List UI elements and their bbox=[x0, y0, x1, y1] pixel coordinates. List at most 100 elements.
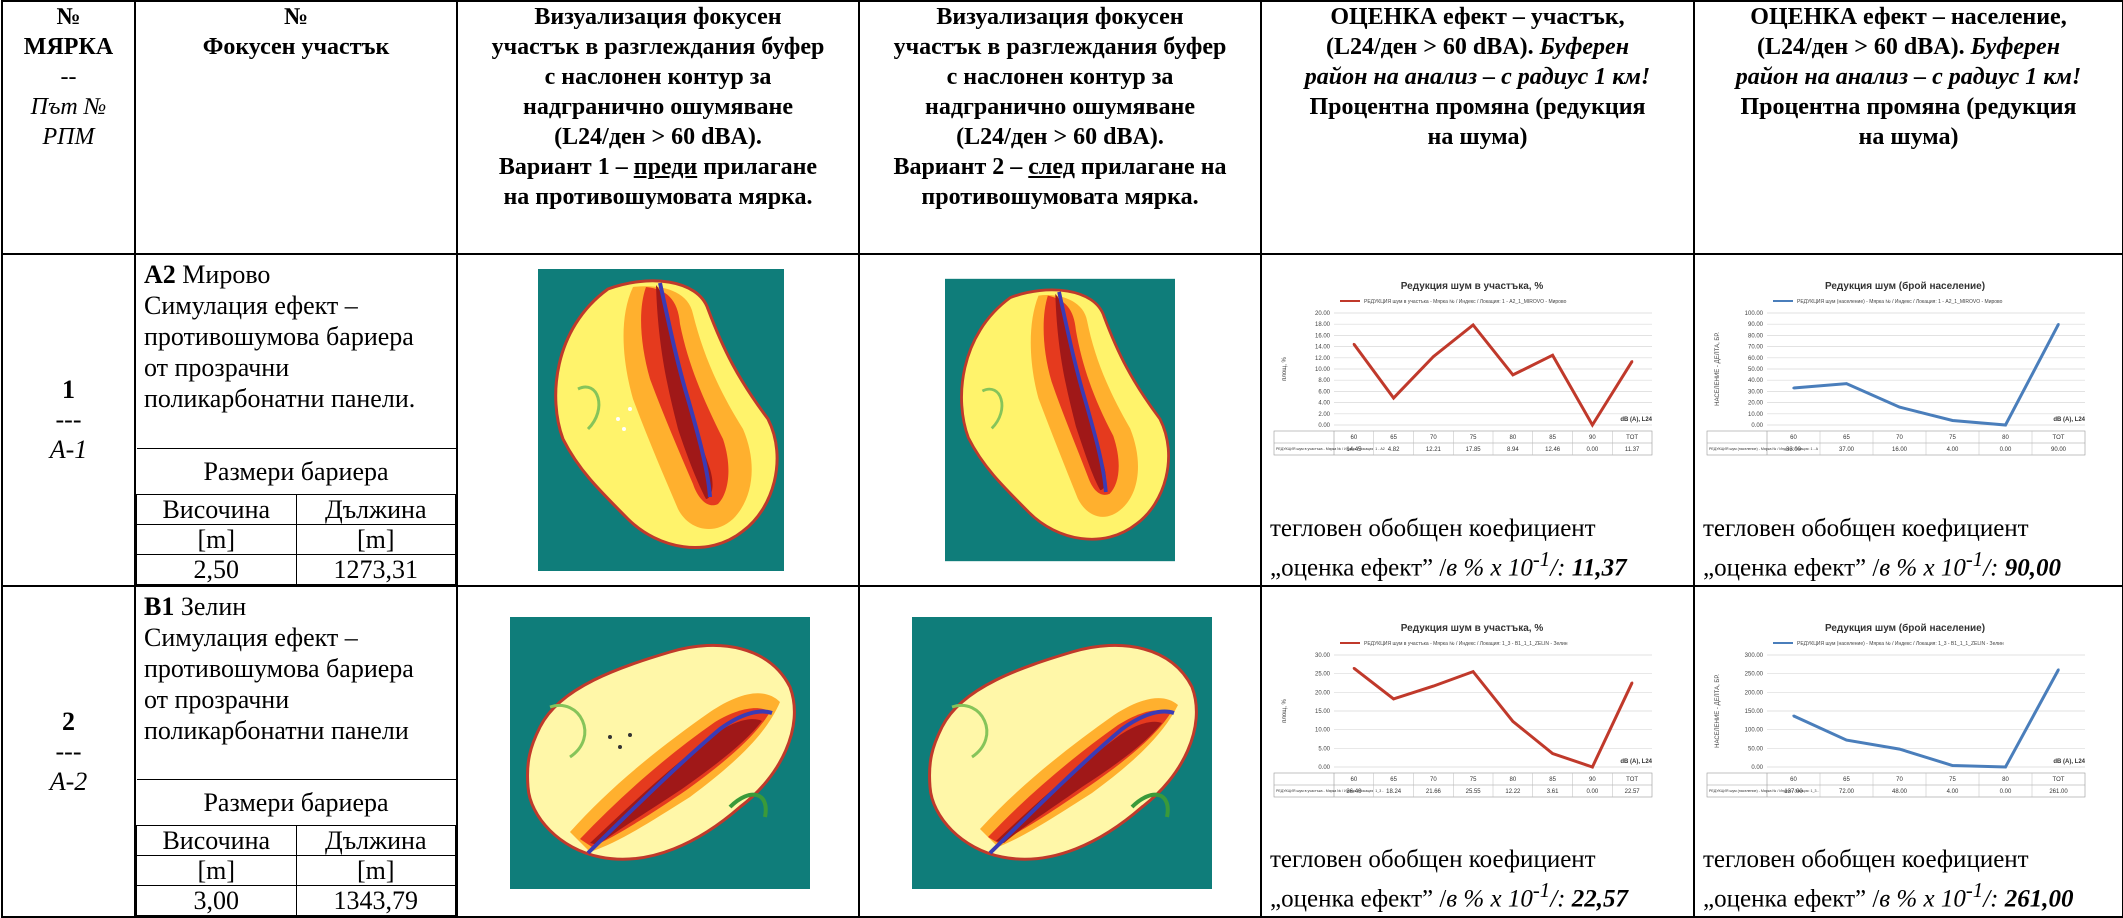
data-point bbox=[1591, 765, 1594, 769]
y-tick-label: 2.00 bbox=[1318, 412, 1330, 418]
x-axis-unit: dB (A), L24 bbox=[2053, 759, 2085, 765]
header-visualization-after: Визуализация фокусен участък в разглежда… bbox=[858, 0, 1262, 255]
y-axis-label: площ, % bbox=[1282, 356, 1288, 380]
x-tick-label: 60 bbox=[1351, 777, 1358, 783]
data-label: 90.00 bbox=[2051, 447, 2067, 453]
data-label: 14.45 bbox=[1346, 447, 1362, 453]
measure-id-cell: 1 --- А-1 bbox=[1, 253, 136, 587]
x-tick-label: 75 bbox=[1949, 435, 1956, 441]
effect-population-value: 90,00 bbox=[2004, 554, 2061, 581]
data-label: 4.00 bbox=[1947, 789, 1959, 795]
data-label: 22.57 bbox=[1625, 789, 1641, 795]
table-row: 2 --- А-2 В1 Зелин Симулация ефект – про… bbox=[1, 585, 2123, 918]
data-label: 21.66 bbox=[1426, 789, 1442, 795]
data-point bbox=[1845, 382, 1848, 385]
y-tick-label: 20.00 bbox=[1315, 690, 1331, 696]
x-tick-label: TOT bbox=[1626, 435, 1638, 441]
x-tick-label: 60 bbox=[1790, 777, 1797, 783]
barrier-length: 1343,79 bbox=[295, 885, 456, 916]
y-axis-label: НАСЕЛЕНИЕ - ДЕЛТА, БР. bbox=[1715, 332, 1721, 406]
data-label: 16.00 bbox=[1892, 447, 1908, 453]
data-point bbox=[1551, 752, 1554, 755]
series-line bbox=[1352, 667, 1634, 769]
legend-label: РЕДУКЦИЯ шум в участъка - Мярка № / Инде… bbox=[1364, 641, 1568, 647]
map-after-cell bbox=[858, 585, 1262, 918]
header-effect-area: ОЦЕНКА ефект – участък, (L24/ден > 60 dB… bbox=[1260, 0, 1695, 255]
data-label: 4.82 bbox=[1388, 447, 1400, 453]
data-point bbox=[1352, 667, 1356, 670]
y-tick-label: 0.00 bbox=[1318, 765, 1330, 771]
focus-section-cell: В1 Зелин Симулация ефект – противошумова… bbox=[134, 585, 458, 918]
data-label: 72.00 bbox=[1839, 789, 1855, 795]
x-axis-unit: dB (A), L24 bbox=[1620, 759, 1652, 765]
y-tick-label: 250.00 bbox=[1745, 672, 1764, 678]
y-tick-label: 5.00 bbox=[1318, 746, 1330, 752]
y-tick-label: 70.00 bbox=[1748, 345, 1764, 351]
y-tick-label: 14.00 bbox=[1315, 345, 1331, 351]
y-tick-label: 20.00 bbox=[1315, 311, 1331, 317]
data-label: 12.21 bbox=[1426, 447, 1442, 453]
series-line bbox=[1352, 322, 1634, 428]
x-tick-label: 70 bbox=[1430, 777, 1437, 783]
y-tick-label: 50.00 bbox=[1748, 367, 1764, 373]
noise-map-before bbox=[510, 617, 810, 889]
data-point bbox=[1471, 670, 1475, 673]
effect-area-caption: тегловен обобщен коефициент „оценка ефек… bbox=[1270, 845, 1628, 912]
data-label: 33.00 bbox=[1786, 447, 1802, 453]
noise-map-after bbox=[945, 278, 1175, 562]
x-tick-label: 75 bbox=[1470, 777, 1477, 783]
data-point bbox=[2057, 668, 2060, 671]
header-focus-section: № Фокусен участък bbox=[134, 0, 458, 255]
data-point bbox=[1630, 360, 1634, 363]
noise-map-after bbox=[912, 617, 1212, 889]
data-point bbox=[1511, 720, 1515, 723]
y-axis-label: площ, % bbox=[1282, 698, 1288, 722]
section-name: Зелин bbox=[174, 592, 247, 621]
map-after-cell bbox=[858, 253, 1262, 587]
x-tick-label: 70 bbox=[1430, 435, 1437, 441]
y-tick-label: 0.00 bbox=[1751, 765, 1763, 771]
x-axis-unit: dB (A), L24 bbox=[2053, 417, 2085, 423]
x-tick-label: TOT bbox=[2053, 435, 2065, 441]
effect-area-value: 11,37 bbox=[1571, 554, 1627, 581]
effect-population-cell: Редукция шум (брой население) РЕДУКЦИЯ шу… bbox=[1693, 585, 2123, 918]
barrier-length: 1273,31 bbox=[295, 554, 456, 585]
y-axis-label: НАСЕЛЕНИЕ - ДЕЛТА, БР. bbox=[1715, 674, 1721, 748]
x-tick-label: 75 bbox=[1470, 435, 1477, 441]
data-point bbox=[1392, 396, 1395, 400]
y-tick-label: 12.00 bbox=[1315, 356, 1331, 362]
chart-title: Редукция шум (брой население) bbox=[1825, 280, 1985, 292]
y-tick-label: 100.00 bbox=[1745, 311, 1764, 317]
y-tick-label: 18.00 bbox=[1315, 322, 1331, 328]
x-tick-label: 90 bbox=[1589, 435, 1596, 441]
data-point bbox=[1792, 386, 1795, 390]
x-tick-label: 65 bbox=[1843, 777, 1850, 783]
y-tick-label: 6.00 bbox=[1318, 389, 1330, 395]
data-point bbox=[1471, 323, 1475, 327]
x-tick-label: 65 bbox=[1843, 435, 1850, 441]
header-effect-population: ОЦЕНКА ефект – население, (L24/ден > 60 … bbox=[1693, 0, 2123, 255]
data-label: 17.85 bbox=[1466, 447, 1482, 453]
data-label: 261.00 bbox=[2049, 789, 2068, 795]
table-row-label: РЕДУКЦИЯ шум в участъка - Мярка № / Инде… bbox=[1276, 447, 1385, 451]
data-point bbox=[1898, 747, 1901, 751]
y-tick-label: 15.00 bbox=[1315, 709, 1331, 715]
y-tick-label: 150.00 bbox=[1745, 709, 1764, 715]
data-label: 37.00 bbox=[1839, 447, 1855, 453]
data-label: 18.24 bbox=[1386, 789, 1402, 795]
data-label: 48.00 bbox=[1892, 789, 1908, 795]
header-visualization-before: Визуализация фокусен участък в разглежда… bbox=[456, 0, 860, 255]
data-point bbox=[1898, 405, 1901, 409]
section-code: В1 bbox=[144, 592, 175, 621]
y-tick-label: 100.00 bbox=[1745, 728, 1764, 734]
x-tick-label: 70 bbox=[1896, 435, 1903, 441]
noise-map-before bbox=[538, 269, 784, 571]
map-before-cell bbox=[456, 253, 860, 587]
x-tick-label: 85 bbox=[1549, 777, 1556, 783]
effect-population-cell: Редукция шум (брой население) РЕДУКЦИЯ шу… bbox=[1693, 253, 2123, 587]
table-row-label: РЕДУКЦИЯ шум (население) - Мярка № / Инд… bbox=[1709, 447, 1819, 451]
chart-population-reduction: Редукция шум (брой население) РЕДУКЦИЯ шу… bbox=[1706, 280, 2086, 456]
x-tick-label: 80 bbox=[1510, 435, 1517, 441]
x-tick-label: 90 bbox=[1589, 777, 1596, 783]
x-tick-label: 80 bbox=[2002, 435, 2009, 441]
